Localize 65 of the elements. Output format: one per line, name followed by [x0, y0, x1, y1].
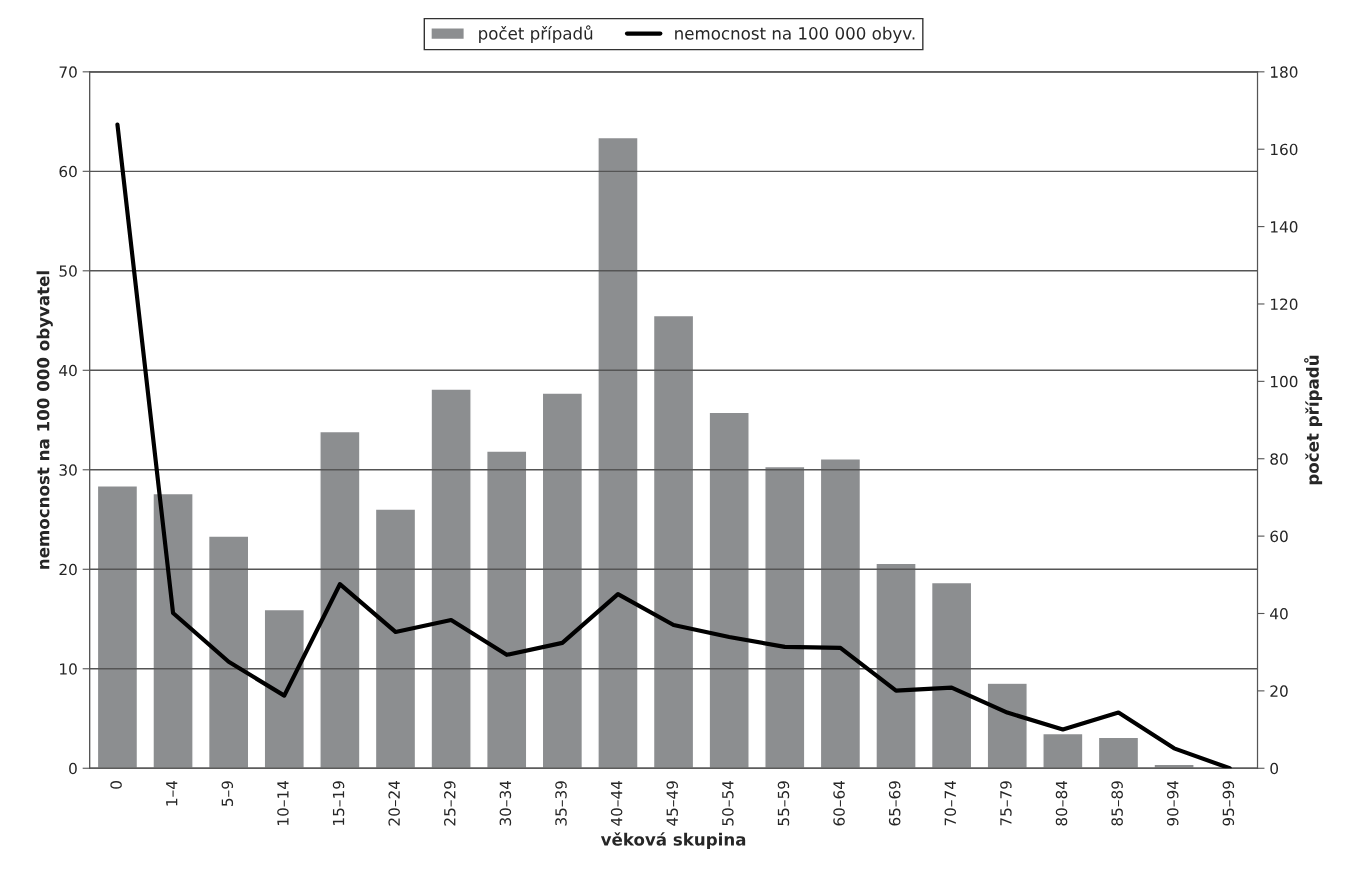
- y2-tick-label: 180: [1270, 66, 1298, 78]
- bar: [875, 562, 917, 769]
- y-tick-label: 50: [59, 265, 77, 277]
- x-tick-label: 60–64: [833, 780, 845, 826]
- x-tick-label: 0: [110, 781, 122, 789]
- bar: [708, 411, 750, 769]
- x-tick-label: 35–39: [555, 781, 567, 826]
- y2-tick-label: 0: [1270, 762, 1279, 775]
- x-tick-label: 65–69: [888, 781, 901, 826]
- x-tick-label: 90–94: [1166, 780, 1179, 826]
- bar: [1153, 763, 1195, 769]
- y-tick-label: 0: [69, 762, 77, 775]
- bar: [374, 508, 417, 769]
- y-tick-label: 40: [59, 364, 77, 377]
- y2-tick-label: 160: [1270, 143, 1298, 156]
- x-tick-label: 1–4: [166, 780, 178, 806]
- x-axis-title: věková skupina: [600, 832, 746, 849]
- bar: [152, 492, 194, 769]
- y2-axis-title: počet případů: [1304, 355, 1323, 485]
- y2-tick-label: 100: [1270, 375, 1298, 388]
- y2-tick-label: 140: [1270, 221, 1298, 233]
- x-tick-label: 25–29: [443, 781, 456, 826]
- x-tick-label: 70–74: [944, 780, 957, 826]
- bar: [819, 458, 862, 769]
- y2-tick-label: 60: [1270, 530, 1288, 543]
- legend-label: nemocnost na 100 000 obyv.: [675, 26, 915, 43]
- x-tick-label: 5–9: [221, 781, 234, 806]
- bar: [541, 392, 584, 769]
- bar: [96, 485, 139, 769]
- y-tick-label: 60: [59, 165, 77, 178]
- x-tick-label: 15–19: [332, 781, 345, 825]
- x-tick-label: 30–34: [499, 780, 512, 826]
- x-tick-label: 75–79: [1000, 781, 1012, 826]
- x-tick-label: 80–84: [1055, 780, 1068, 826]
- bar: [319, 430, 361, 769]
- y-tick-label: 20: [59, 563, 77, 576]
- line-series: [115, 122, 1232, 769]
- y-axis-title: nemocnost na 100 000 obyvatel: [36, 271, 53, 569]
- bar: [486, 450, 528, 769]
- bar: [1042, 732, 1084, 769]
- bar: [597, 136, 639, 769]
- x-tick-label: 95–99: [1222, 781, 1235, 826]
- legend-label: počet případů: [479, 25, 593, 43]
- y-tick-label: 30: [59, 464, 77, 476]
- y2-tick-label: 120: [1270, 298, 1298, 310]
- bar: [430, 388, 472, 769]
- y-tick-label: 70: [59, 66, 77, 78]
- y2-tick-label: 80: [1270, 453, 1288, 465]
- y-tick-label: 10: [60, 663, 77, 675]
- x-tick-label: 85–89: [1111, 781, 1123, 826]
- x-tick-label: 20–24: [388, 780, 400, 826]
- bar: [263, 608, 305, 769]
- y2-tick-label: 20: [1270, 685, 1288, 697]
- bar: [986, 682, 1028, 769]
- x-tick-label: 50–54: [722, 780, 734, 826]
- bar: [930, 581, 973, 769]
- bar: [207, 535, 250, 769]
- x-tick-label: 10–14: [277, 780, 289, 825]
- x-tick-label: 40–44: [610, 780, 623, 826]
- y2-tick-label: 40: [1270, 607, 1288, 620]
- bar: [764, 465, 806, 769]
- bar: [652, 314, 695, 769]
- x-tick-label: 55–59: [777, 781, 790, 826]
- x-tick-label: 45–49: [666, 781, 678, 826]
- bar: [1097, 736, 1140, 769]
